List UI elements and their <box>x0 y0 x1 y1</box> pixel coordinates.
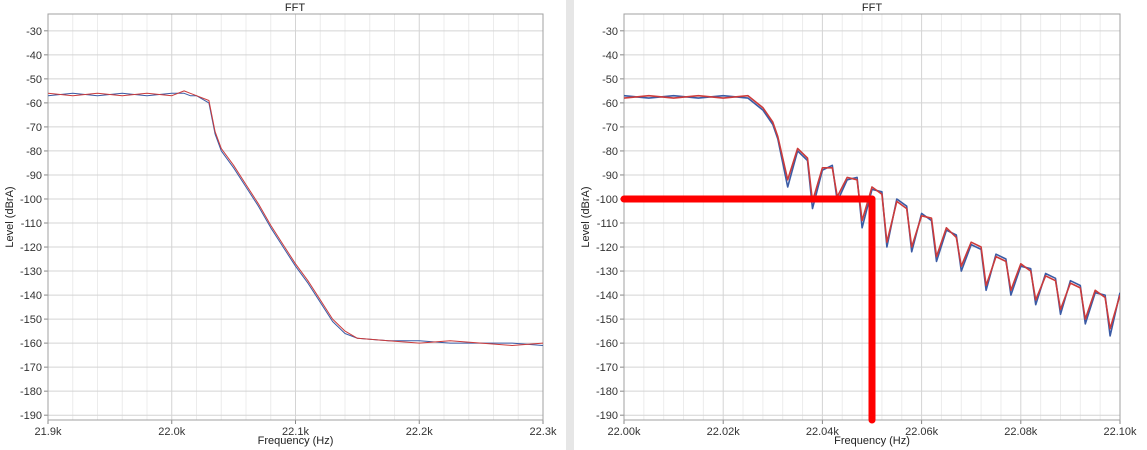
panel-divider <box>566 0 574 450</box>
y-tick-label: -130 <box>596 266 618 278</box>
series-line-2 <box>48 90 543 346</box>
x-tick-label: 22.08k <box>1004 426 1038 438</box>
y-tick-label: -30 <box>26 26 42 38</box>
x-axis-label: Frequency (Hz) <box>834 435 910 447</box>
x-tick-label: 22.10k <box>1103 426 1137 438</box>
y-tick-label: -180 <box>20 386 42 398</box>
x-tick-label: 22.2k <box>406 426 433 438</box>
x-tick-label: 21.9k <box>35 426 62 438</box>
y-tick-label: -170 <box>20 362 42 374</box>
y-tick-label: -110 <box>21 218 42 230</box>
x-tick-label: 22.00k <box>607 426 641 438</box>
y-tick-label: -100 <box>20 194 42 206</box>
y-tick-label: -150 <box>596 314 618 326</box>
x-tick-label: 22.06k <box>905 426 939 438</box>
y-tick-label: -50 <box>26 74 42 86</box>
series-line-1 <box>48 92 543 346</box>
y-tick-label: -110 <box>597 218 618 230</box>
x-tick-label: 22.3k <box>530 426 557 438</box>
y-tick-label: -180 <box>596 386 618 398</box>
y-tick-label: -70 <box>602 122 618 134</box>
y-axis-label: Level (dBrA) <box>580 186 592 247</box>
chart-title: FFT <box>862 2 882 14</box>
y-tick-label: -90 <box>26 170 42 182</box>
x-axis-label: Frequency (Hz) <box>258 435 334 447</box>
y-tick-label: -150 <box>20 314 42 326</box>
y-tick-label: -140 <box>20 290 42 302</box>
y-tick-label: -80 <box>602 146 618 158</box>
y-tick-label: -190 <box>20 410 42 422</box>
fft-chart-2: -30 -40 -50 -60 -70 -80 -90 -100 -110 -120 -130 -14… <box>580 2 1137 447</box>
x-tick-label: 22.02k <box>707 426 741 438</box>
y-tick-label: -80 <box>26 146 42 158</box>
x-tick-label: 22.0k <box>158 426 185 438</box>
y-tick-label: -40 <box>602 50 618 62</box>
y-tick-label: -100 <box>596 194 618 206</box>
y-tick-label: -90 <box>602 170 618 182</box>
y-tick-label: -50 <box>602 74 618 86</box>
y-tick-label: -120 <box>20 242 42 254</box>
y-tick-label: -170 <box>596 362 618 374</box>
y-tick-label: -30 <box>602 26 618 38</box>
y-tick-label: -190 <box>596 410 618 422</box>
x-tick-label: 22.1k <box>282 426 309 438</box>
y-tick-label: -60 <box>602 98 618 110</box>
y-tick-label: -40 <box>26 50 42 62</box>
plot-frame <box>47 13 544 421</box>
fft-chart-1: -30 -40 -50 -60 -70 -80 -90 -100 -110 -120 -130 -14… <box>4 2 557 447</box>
y-tick-label: -60 <box>26 98 42 110</box>
y-axis-label: Level (dBrA) <box>4 186 16 247</box>
series-line-2 <box>624 94 1120 330</box>
y-tick-label: -130 <box>20 266 42 278</box>
x-tick-label: 22.04k <box>806 426 840 438</box>
y-tick-label: -120 <box>596 242 618 254</box>
chart-title: FFT <box>285 2 305 14</box>
y-tick-label: -160 <box>596 338 618 350</box>
y-tick-label: -140 <box>596 290 618 302</box>
y-tick-label: -70 <box>26 122 42 134</box>
y-tick-label: -160 <box>20 338 42 350</box>
